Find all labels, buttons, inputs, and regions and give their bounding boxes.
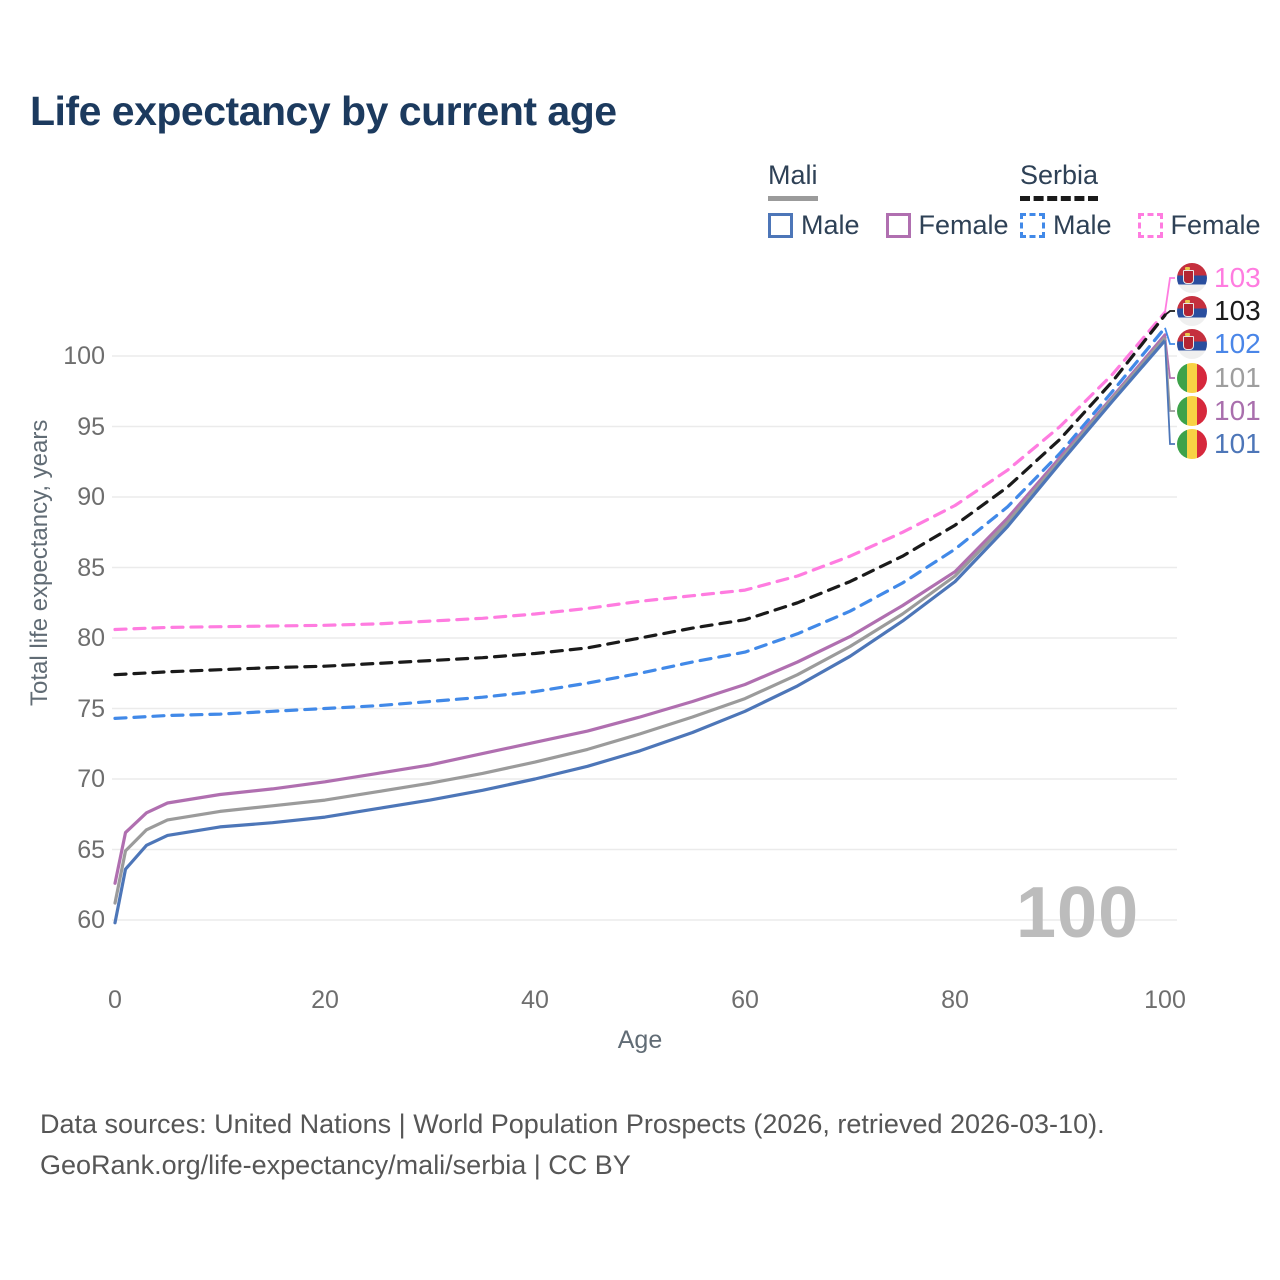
legend-item-label: Male [1053,210,1112,240]
series-line-serbia-all [113,313,1167,677]
legend-item-label: Female [918,210,1009,240]
legend-item-label: Male [801,210,860,240]
footer: Data sources: United Nations | World Pop… [40,1104,1105,1186]
legend-item-serbia-male[interactable]: Male [1020,210,1112,241]
mali-male-swatch-icon [768,213,793,238]
legend-country-serbia: Serbia [1020,160,1099,201]
end-label-value: 101 [1214,362,1261,393]
end-label-value: 103 [1214,295,1261,326]
series-line-mali-male [113,338,1167,925]
x-tick-20: 20 [311,986,339,1014]
y-tick-60: 60 [77,906,105,934]
end-label-value: 103 [1214,262,1261,293]
leader-line-serbia-female [1164,277,1175,313]
end-label-serbia-all: 103 [1177,295,1261,327]
legend-item-serbia-female[interactable]: Female [1137,210,1261,241]
y-tick-85: 85 [77,553,105,582]
end-label-value: 101 [1214,395,1261,426]
y-tick-80: 80 [77,624,105,652]
legend-item-mali-male[interactable]: Male [768,210,860,241]
mali-flag-icon [1177,429,1207,459]
series-line-serbia-female [113,310,1167,632]
legend-group-serbia: Serbia Male Female [1020,160,1261,241]
x-tick-0: 0 [108,986,122,1014]
y-tick-70: 70 [77,765,105,793]
end-label-value: 101 [1214,428,1261,459]
leader-line-serbia-male [1164,327,1175,345]
age-watermark: 100 [1016,873,1140,953]
page-title: Life expectancy by current age [30,88,617,134]
footer-attribution: GeoRank.org/life-expectancy/mali/serbia … [40,1150,631,1180]
serbia-female-swatch-icon [1137,213,1163,238]
series-line-serbia-male [113,326,1167,721]
y-tick-90: 90 [77,483,105,511]
end-label-serbia-female: 103 [1177,262,1261,294]
legend-country-mali: Mali [768,160,818,201]
y-tick-65: 65 [77,835,105,864]
mali-female-swatch-icon [885,213,911,238]
mali-flag-icon [1177,396,1207,426]
serbia-flag-icon [1177,329,1207,359]
serbia-flag-icon [1177,263,1207,293]
x-tick-100: 100 [1144,986,1186,1014]
footer-sources: Data sources: United Nations | World Pop… [40,1109,1105,1139]
x-tick-60: 60 [731,986,759,1014]
end-label-mali-all: 101 [1177,395,1261,427]
leader-line-serbia-all [1164,310,1175,316]
x-tick-80: 80 [941,986,969,1014]
x-tick-40: 40 [521,986,549,1014]
x-axis-title: Age [617,1026,663,1054]
y-tick-95: 95 [77,412,105,441]
y-tick-100: 100 [63,342,105,370]
series-line-mali-all [113,336,1167,905]
legend-group-mali: Mali Male Female [768,160,1009,241]
serbia-male-swatch-icon [1020,213,1045,238]
mali-flag-icon [1177,363,1207,393]
serbia-flag-icon [1177,296,1207,326]
y-tick-75: 75 [77,694,105,723]
end-label-mali-female: 101 [1177,362,1261,394]
series-line-mali-female [113,333,1167,885]
end-label-serbia-male: 102 [1177,328,1261,360]
legend-item-mali-female[interactable]: Female [885,210,1009,241]
legend-item-label: Female [1170,210,1261,240]
end-label-value: 102 [1214,328,1261,359]
end-label-mali-male: 101 [1177,428,1261,460]
leader-line-mali-male [1164,340,1175,445]
